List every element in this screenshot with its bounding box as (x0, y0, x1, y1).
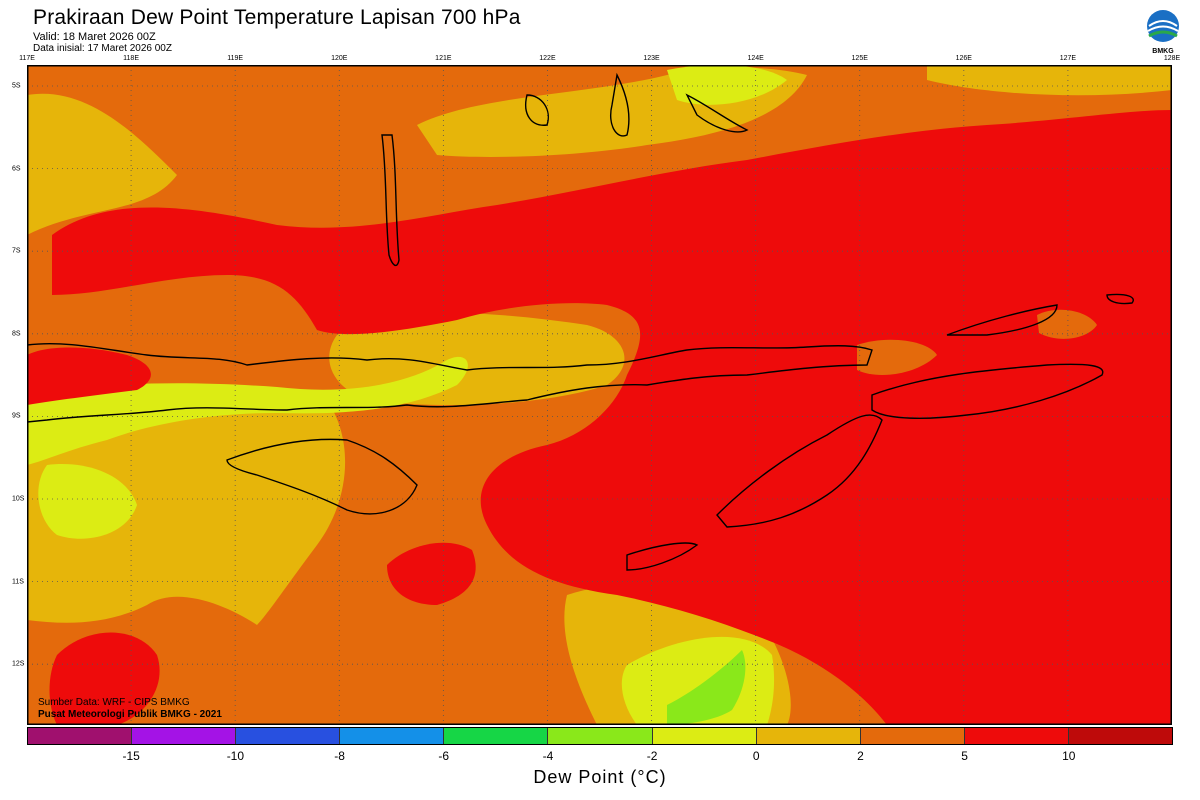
lon-label: 128E (1163, 55, 1181, 62)
colorbar-swatch (548, 728, 653, 744)
map-title: Prakiraan Dew Point Temperature Lapisan … (33, 6, 521, 29)
colorbar-swatch (340, 728, 445, 744)
field-orange-patch (1037, 309, 1097, 339)
colorbar-swatch (652, 728, 757, 744)
lat-label: 6S (12, 165, 21, 173)
colorbar-tick-label: -6 (438, 749, 450, 763)
credit-source: Sumber Data: WRF - CIPS BMKG (38, 697, 190, 708)
logo-text: BMKG (1152, 48, 1174, 55)
field-yellow-band (27, 356, 468, 465)
lat-label: 5S (12, 82, 21, 90)
credit-org: Pusat Meteorologi Publik BMKG - 2021 (38, 709, 222, 720)
lat-label: 11S (12, 578, 24, 586)
field-red-mid (387, 542, 476, 605)
lon-label: 127E (1059, 55, 1077, 62)
coastlines (27, 72, 1134, 571)
lat-label: 7S (12, 247, 21, 255)
field-gold-west (27, 93, 177, 236)
map-border (27, 65, 1172, 725)
lat-lon-grid (27, 65, 1172, 725)
lat-label: 10S (12, 495, 25, 503)
colorbar-swatch (756, 728, 861, 744)
lon-label: 117E (19, 55, 35, 62)
lon-label: 119E (227, 55, 244, 62)
colorbar-tick-label: -15 (122, 749, 140, 763)
colorbar-swatch (236, 728, 341, 744)
colorbar-swatch (28, 728, 133, 744)
lon-label: 121E (435, 55, 452, 62)
field-red-west (27, 347, 151, 405)
valid-time: Valid: 18 Maret 2026 00Z (33, 31, 156, 43)
lon-label: 126E (955, 55, 972, 62)
field-yellow-ne (667, 65, 787, 105)
bmkg-logo: BMKG (1143, 8, 1183, 56)
colorbar-swatch (860, 728, 965, 744)
lon-label: 124E (747, 55, 764, 62)
field-red-sw (49, 632, 160, 725)
field-gold-ne (927, 65, 1172, 96)
colorbar-tick-label: -10 (226, 749, 245, 763)
field-yellow-sw (38, 464, 137, 539)
lat-label: 9S (12, 412, 21, 420)
lat-label: 12S (12, 660, 25, 668)
lat-label: 8S (12, 330, 21, 338)
colorbar-tick-label: -8 (334, 749, 345, 763)
init-time: Data inisial: 17 Maret 2026 00Z (33, 43, 172, 54)
dew-point-map (27, 65, 1172, 725)
field-red-north (52, 110, 1172, 725)
lon-label: 125E (851, 55, 868, 62)
colorbar-swatch (1068, 728, 1173, 744)
field-green-south (667, 650, 746, 725)
field-orange-patch-2 (857, 339, 937, 375)
colorbar-tick-label: 2 (857, 749, 864, 763)
lon-label: 118E (123, 55, 139, 62)
colorbar-swatch (132, 728, 237, 744)
colorbar-tick-label: 0 (752, 749, 760, 763)
colorbar-tick-label: -2 (646, 749, 658, 763)
colorbar-swatch (964, 728, 1069, 744)
lon-label: 123E (643, 55, 660, 62)
colorbar-tick-label: -4 (542, 749, 554, 763)
colorbar-swatch (444, 728, 549, 744)
lon-label: 120E (331, 55, 348, 62)
colorbar (27, 727, 1173, 745)
colorbar-tick-label: 5 (961, 749, 968, 763)
colorbar-label: Dew Point (°C) (533, 767, 667, 787)
lon-label: 122E (539, 55, 556, 62)
colorbar-tick-label: 10 (1062, 749, 1076, 763)
